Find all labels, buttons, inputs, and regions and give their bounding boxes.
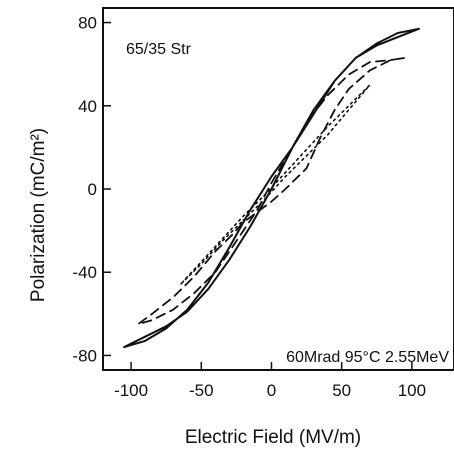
y-tick-label: 40	[78, 97, 97, 116]
x-tick-label: -50	[189, 381, 214, 400]
y-axis-title: Polarization (mC/m²)	[28, 128, 49, 302]
y-tick-label: 0	[88, 180, 97, 199]
y-tick-label: -80	[72, 346, 97, 365]
plot-frame	[102, 7, 454, 371]
hysteresis-loop-solid	[123, 27, 420, 349]
x-tick-label: 100	[398, 381, 426, 400]
x-tick-label: 50	[332, 381, 351, 400]
hysteresis-loop-dotted	[179, 84, 371, 286]
annotation-conditions: 60Mrad 95°C 2.55MeV	[286, 349, 449, 366]
annotation-sample: 65/35 Str	[126, 41, 192, 58]
hysteresis-loop-dashed	[137, 57, 406, 326]
x-tick-label: 0	[267, 381, 276, 400]
y-tick-label: 80	[78, 14, 97, 33]
x-axis-title: Electric Field (MV/m)	[185, 427, 361, 448]
x-tick-label: -100	[114, 381, 148, 400]
y-tick-label: -40	[72, 263, 97, 282]
